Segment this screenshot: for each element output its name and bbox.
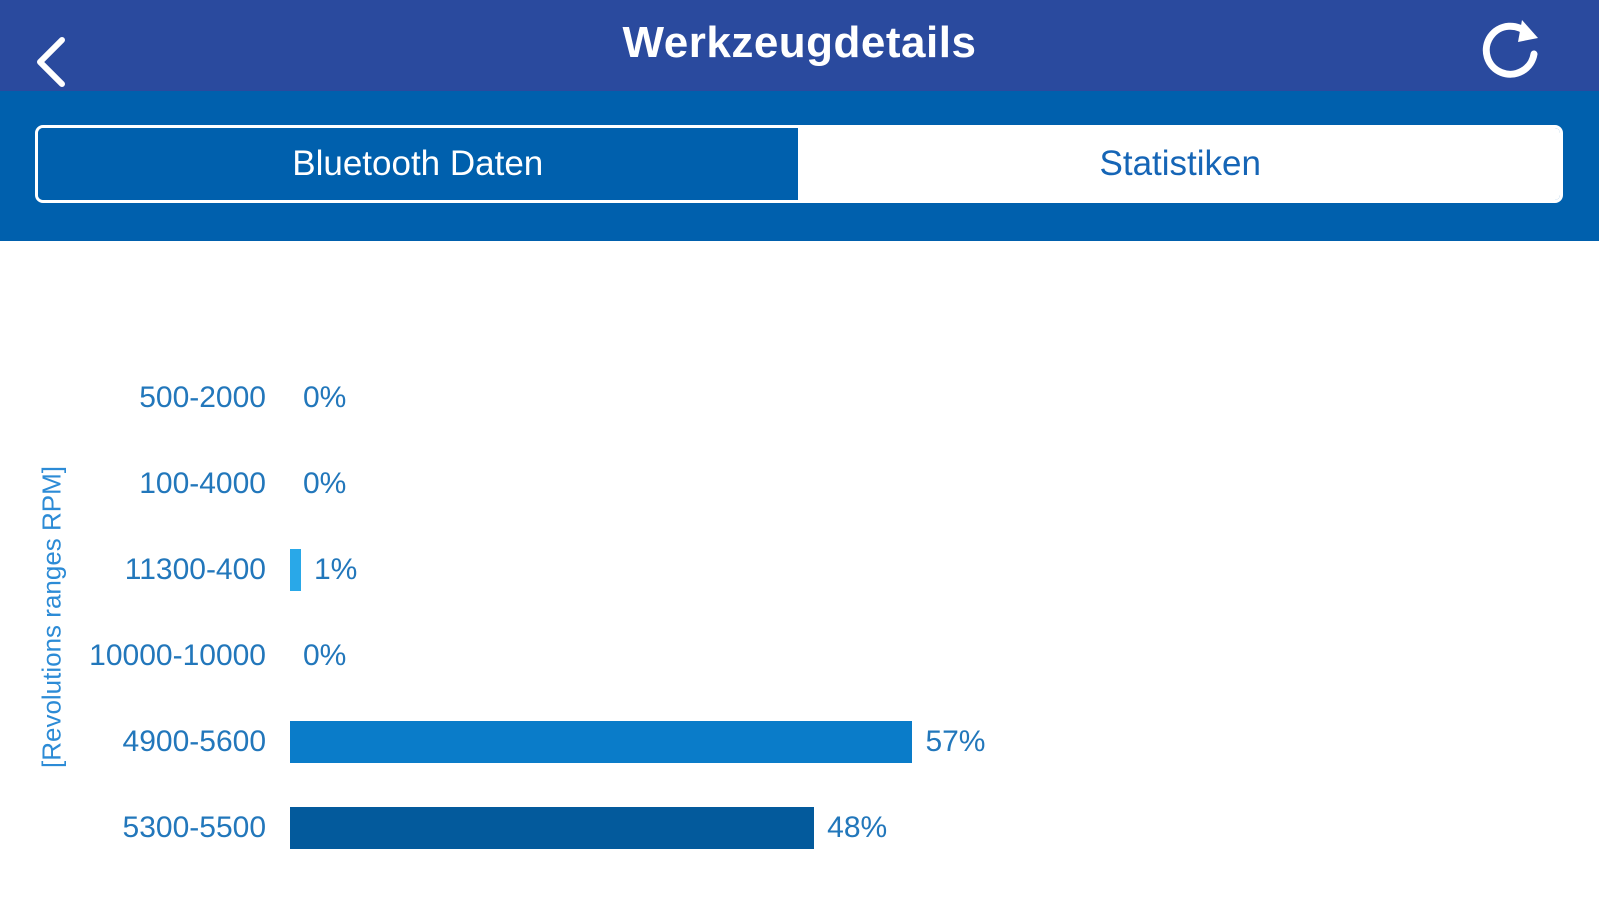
- tab-bluetooth-daten[interactable]: Bluetooth Daten: [38, 128, 801, 200]
- chevron-left-icon: [37, 37, 65, 87]
- bar: [290, 549, 301, 591]
- bar-value-label: 57%: [925, 725, 986, 758]
- page-title: Werkzeugdetails: [622, 18, 977, 67]
- bar-value-label: 48%: [827, 811, 888, 844]
- back-button[interactable]: [24, 28, 84, 88]
- category-label: 5300-5500: [122, 811, 266, 844]
- segmented-control: Bluetooth Daten Statistiken: [35, 125, 1563, 203]
- bar-value-label: 0%: [303, 639, 347, 672]
- tab-label: Bluetooth Daten: [292, 144, 544, 183]
- category-label: 10000-10000: [89, 639, 266, 672]
- bar: [290, 807, 815, 849]
- y-axis-title: [Revolutions ranges RPM]: [36, 465, 67, 769]
- tab-bar: Bluetooth Daten Statistiken: [0, 91, 1599, 241]
- category-label: 100-4000: [139, 467, 266, 500]
- navigation-bar: Werkzeugdetails: [0, 0, 1599, 91]
- category-label: 11300-400: [124, 553, 266, 586]
- bar-value-label: 1%: [314, 553, 358, 586]
- tab-statistiken[interactable]: Statistiken: [800, 128, 1560, 200]
- category-label: 500-2000: [139, 381, 266, 414]
- bar-value-label: 0%: [303, 467, 347, 500]
- refresh-button[interactable]: [1476, 12, 1548, 84]
- category-label: 4900-5600: [122, 725, 266, 758]
- tab-label: Statistiken: [1099, 144, 1261, 183]
- bar: [290, 721, 913, 763]
- bar-value-label: 0%: [303, 381, 347, 414]
- refresh-icon: [1482, 20, 1538, 78]
